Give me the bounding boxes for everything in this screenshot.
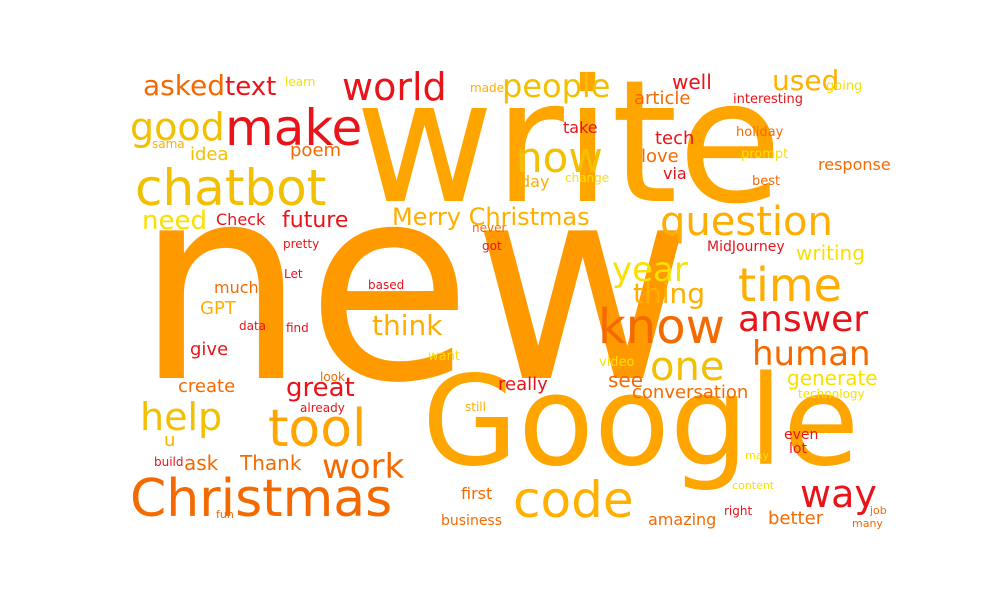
- word: thing: [633, 277, 706, 310]
- word: year: [612, 250, 688, 290]
- word: right: [724, 504, 753, 518]
- word: via: [663, 164, 687, 183]
- word: find: [286, 321, 309, 335]
- word: conversation: [632, 382, 749, 403]
- word: still: [465, 400, 486, 414]
- word: got: [482, 239, 502, 253]
- word: good: [130, 105, 225, 149]
- word: people: [502, 67, 611, 105]
- word: made: [470, 81, 505, 95]
- word: work: [322, 447, 405, 487]
- word: one: [650, 344, 725, 390]
- word: even: [784, 427, 819, 443]
- word: chatbot: [135, 159, 327, 217]
- word: idea: [190, 144, 229, 165]
- word: sama: [152, 137, 185, 151]
- word: prompt: [741, 147, 789, 162]
- word: see: [608, 368, 644, 392]
- word: make: [225, 99, 363, 157]
- word: think: [372, 309, 443, 342]
- word: never: [472, 221, 507, 235]
- word: GPT: [200, 298, 236, 319]
- word: going: [826, 79, 863, 94]
- word: article: [634, 88, 691, 109]
- word: want: [428, 349, 460, 364]
- word: already: [300, 401, 345, 415]
- word: much: [214, 278, 259, 297]
- word: text: [225, 72, 277, 102]
- word: give: [190, 339, 229, 360]
- word: future: [282, 208, 349, 233]
- word: amazing: [648, 510, 717, 529]
- word: Google: [422, 350, 860, 494]
- word: day: [520, 172, 550, 191]
- word: well: [672, 70, 712, 94]
- word: Check: [216, 210, 266, 229]
- word: u: [164, 430, 176, 451]
- word: now: [516, 133, 603, 182]
- word: create: [178, 376, 236, 397]
- word: tech: [655, 128, 695, 149]
- word: interesting: [733, 92, 803, 107]
- word: business: [441, 513, 503, 529]
- word: technology: [798, 387, 865, 401]
- word: job: [870, 504, 887, 517]
- word: lot: [789, 441, 807, 457]
- word: Christmas: [130, 469, 393, 529]
- word: pretty: [283, 237, 320, 251]
- word: time: [738, 258, 842, 312]
- word: tool: [268, 399, 367, 459]
- word: take: [563, 118, 598, 137]
- word: Let: [284, 267, 303, 281]
- word: poem: [290, 140, 342, 161]
- word: MidJourney: [707, 239, 785, 255]
- word: help: [140, 395, 223, 439]
- word: ask: [184, 451, 219, 475]
- word: content: [732, 479, 775, 492]
- word: holiday: [736, 125, 784, 140]
- word: learn: [285, 75, 316, 89]
- word: may: [745, 449, 769, 462]
- word: best: [752, 174, 781, 189]
- word: write: [355, 44, 783, 242]
- word: used: [772, 64, 840, 97]
- word: first: [461, 484, 493, 503]
- word: world: [342, 65, 447, 109]
- word: really: [498, 374, 548, 395]
- word: change: [565, 171, 610, 185]
- word: love: [641, 146, 679, 167]
- word: based: [368, 278, 405, 292]
- word: many: [852, 517, 883, 530]
- word: Thank: [240, 451, 302, 475]
- word: new: [135, 127, 694, 442]
- word: great: [286, 373, 355, 403]
- word: writing: [796, 241, 865, 265]
- word: generate: [787, 366, 878, 390]
- word: build: [154, 455, 184, 469]
- word: look: [320, 370, 345, 384]
- word: need: [142, 206, 207, 236]
- word: data: [239, 319, 267, 333]
- word: know: [598, 299, 725, 355]
- word: human: [752, 334, 871, 374]
- word: fun: [216, 508, 234, 521]
- word: asked: [143, 69, 225, 102]
- word: Merry Christmas: [392, 203, 590, 231]
- word: way: [800, 472, 877, 516]
- word: code: [513, 471, 634, 529]
- word: response: [818, 155, 891, 174]
- word: question: [660, 199, 833, 245]
- word: answer: [738, 299, 869, 340]
- word: better: [768, 508, 824, 529]
- word: video: [599, 355, 635, 370]
